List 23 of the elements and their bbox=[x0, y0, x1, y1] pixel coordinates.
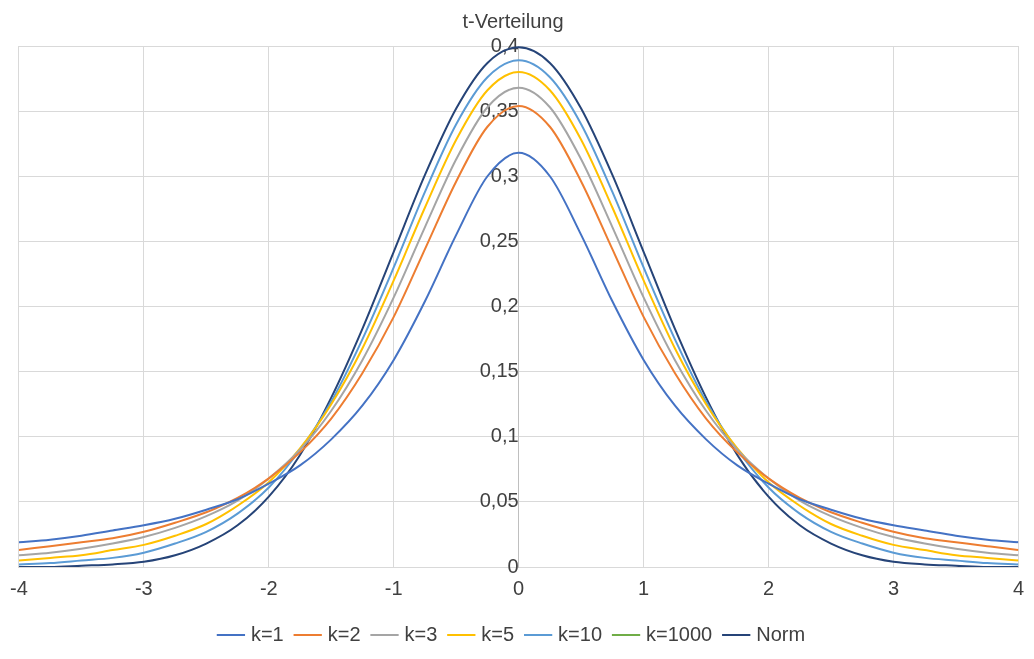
x-tick-label: 4 bbox=[1012, 576, 1024, 599]
y-tick-label: 0,25 bbox=[479, 228, 519, 251]
legend-label: k=3 bbox=[404, 622, 438, 645]
y-tick-label: 0 bbox=[507, 554, 519, 577]
legend-label: k=10 bbox=[558, 622, 603, 645]
y-tick-label: 0,3 bbox=[490, 163, 519, 186]
y-tick-label: 0,2 bbox=[490, 294, 519, 317]
x-tick-label: -4 bbox=[9, 576, 28, 599]
x-tick-label: -1 bbox=[384, 576, 403, 599]
legend-label: k=1 bbox=[250, 622, 284, 645]
x-tick-label: -2 bbox=[259, 576, 278, 599]
y-tick-label: 0,15 bbox=[479, 359, 519, 382]
x-tick-label: 1 bbox=[638, 576, 650, 599]
legend-label: k=2 bbox=[327, 622, 361, 645]
legend-label: Norm bbox=[756, 622, 806, 645]
y-tick-label: 0,1 bbox=[490, 424, 519, 447]
legend-label: k=5 bbox=[481, 622, 515, 645]
x-tick-label: 2 bbox=[762, 576, 775, 599]
x-tick-label: 3 bbox=[887, 576, 900, 599]
legend-label: k=1000 bbox=[646, 622, 713, 645]
x-tick-label: -3 bbox=[134, 576, 153, 599]
y-tick-label: 0,05 bbox=[479, 489, 519, 512]
chart-title: t-Verteilung bbox=[462, 9, 564, 32]
